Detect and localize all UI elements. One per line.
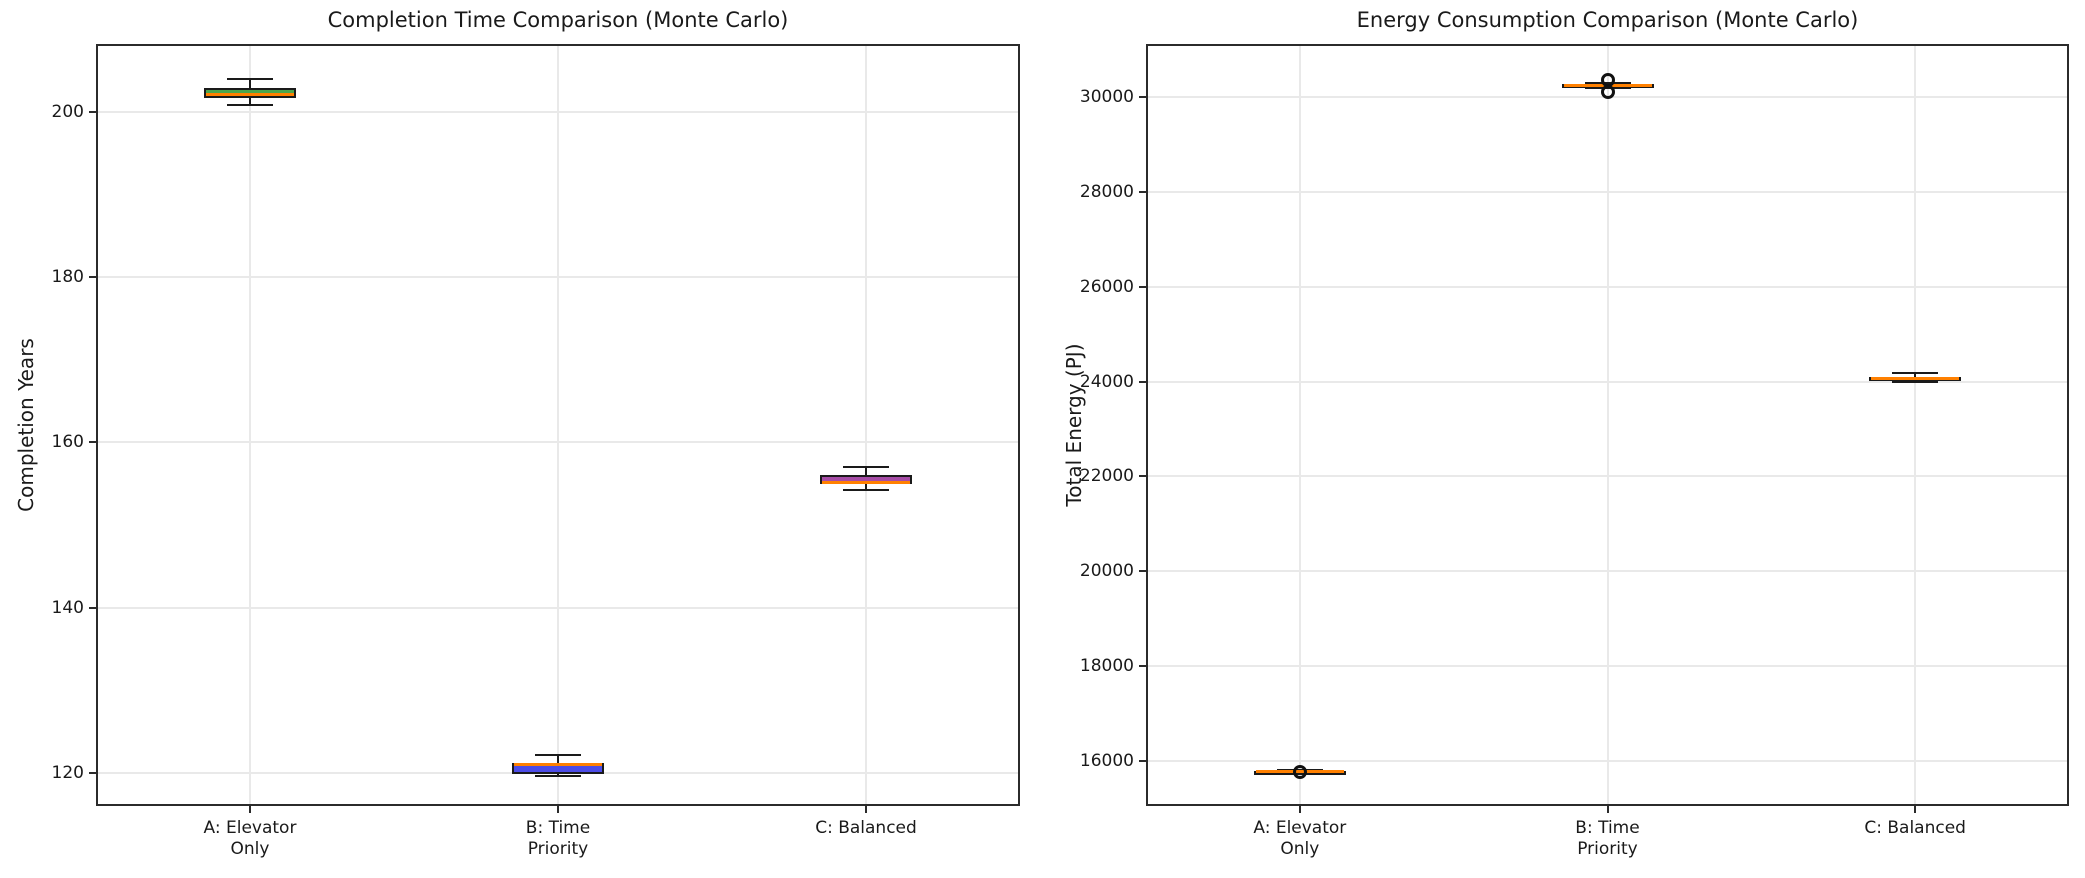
- whisker-cap-bottom: [227, 104, 273, 107]
- x-gridline: [249, 46, 251, 804]
- y-gridline: [1148, 665, 2067, 668]
- x-gridline: [865, 46, 867, 804]
- y-tick-label: 18000: [1079, 656, 1134, 677]
- x-gridline: [1298, 46, 1301, 804]
- x-tick-mark: [865, 806, 867, 813]
- median-line: [1255, 770, 1344, 774]
- x-tick-label: C: Balanced: [1864, 818, 1966, 838]
- whisker: [865, 467, 867, 491]
- x-gridline: [1606, 46, 1609, 804]
- y-tick-mark: [1139, 285, 1146, 288]
- plot-area: [96, 44, 1020, 806]
- median-line: [1871, 377, 1960, 381]
- box: [1253, 771, 1346, 776]
- whisker-cap-bottom: [1276, 772, 1323, 775]
- y-tick-label: 26000: [1079, 276, 1134, 297]
- x-tick-mark: [557, 806, 559, 813]
- whisker-cap-top: [1892, 372, 1939, 375]
- x-tick-mark: [249, 806, 251, 813]
- y-tick-mark: [1139, 665, 1146, 668]
- whisker-cap-top: [1584, 81, 1631, 84]
- x-tick-label: B: Time Priority: [1575, 818, 1640, 859]
- y-gridline: [98, 276, 1018, 279]
- y-gridline: [1148, 285, 2067, 288]
- y-tick-mark: [1139, 190, 1146, 193]
- y-gridline: [1148, 190, 2067, 193]
- median-line: [822, 480, 910, 484]
- y-tick-label: 20000: [1079, 561, 1134, 582]
- box: [1561, 84, 1654, 89]
- x-tick-label: A: Elevator Only: [1253, 818, 1347, 859]
- whisker: [1298, 770, 1301, 774]
- whisker-cap-top: [535, 753, 581, 756]
- y-tick-mark: [1139, 96, 1146, 99]
- y-tick-label: 120: [51, 762, 84, 783]
- box: [204, 87, 296, 98]
- x-tick-mark: [1298, 806, 1301, 813]
- y-tick-mark: [1139, 475, 1146, 478]
- whisker-cap-top: [227, 77, 273, 80]
- y-gridline: [1148, 380, 2067, 383]
- y-tick-mark: [89, 276, 96, 279]
- whisker-cap-bottom: [843, 489, 889, 492]
- whisker-cap-bottom: [535, 775, 581, 778]
- y-tick-mark: [89, 606, 96, 609]
- y-tick-label: 28000: [1079, 181, 1134, 202]
- whisker: [557, 754, 559, 777]
- whisker-cap-bottom: [1892, 381, 1939, 384]
- y-gridline: [98, 441, 1018, 444]
- chart-title: Energy Consumption Comparison (Monte Car…: [1356, 8, 1859, 32]
- y-tick-label: 180: [51, 267, 84, 288]
- whisker-cap-bottom: [1584, 86, 1631, 89]
- y-tick-mark: [1139, 759, 1146, 762]
- y-tick-label: 22000: [1079, 466, 1134, 487]
- y-gridline: [98, 771, 1018, 774]
- y-tick-label: 160: [51, 432, 84, 453]
- median-line: [1563, 83, 1652, 87]
- chart-title: Completion Time Comparison (Monte Carlo): [327, 8, 789, 32]
- x-tick-mark: [1914, 806, 1917, 813]
- box: [512, 763, 604, 774]
- whisker: [1606, 82, 1609, 88]
- y-axis-label: Total Energy (PJ): [1062, 343, 1086, 507]
- y-gridline: [1148, 759, 2067, 762]
- y-tick-mark: [1139, 570, 1146, 573]
- y-tick-label: 24000: [1079, 371, 1134, 392]
- y-gridline: [1148, 475, 2067, 478]
- y-axis-label: Completion Years: [14, 338, 38, 512]
- whisker: [249, 78, 251, 106]
- y-tick-label: 16000: [1079, 750, 1134, 771]
- x-gridline: [1914, 46, 1917, 804]
- y-gridline: [1148, 96, 2067, 99]
- y-tick-mark: [89, 110, 96, 113]
- box: [820, 474, 912, 484]
- y-tick-label: 30000: [1079, 87, 1134, 108]
- outlier-point: [1600, 85, 1615, 100]
- y-gridline: [98, 110, 1018, 113]
- y-gridline: [1148, 570, 2067, 573]
- whisker-cap-top: [1276, 769, 1323, 772]
- y-gridline: [98, 606, 1018, 609]
- y-tick-mark: [1139, 380, 1146, 383]
- x-tick-label: C: Balanced: [815, 818, 917, 838]
- whisker-cap-top: [843, 466, 889, 469]
- plot-area: [1146, 44, 2069, 806]
- x-gridline: [557, 46, 559, 804]
- whisker: [1914, 373, 1917, 383]
- outlier-point: [1600, 72, 1615, 87]
- box: [1869, 377, 1962, 382]
- y-tick-mark: [89, 771, 96, 774]
- median-line: [206, 92, 294, 96]
- x-tick-label: A: Elevator Only: [203, 818, 297, 859]
- y-tick-label: 200: [51, 101, 84, 122]
- y-tick-label: 140: [51, 597, 84, 618]
- median-line: [514, 763, 602, 767]
- y-tick-mark: [89, 441, 96, 444]
- x-tick-label: B: Time Priority: [525, 818, 591, 859]
- outlier-point: [1292, 764, 1307, 779]
- x-tick-mark: [1606, 806, 1609, 813]
